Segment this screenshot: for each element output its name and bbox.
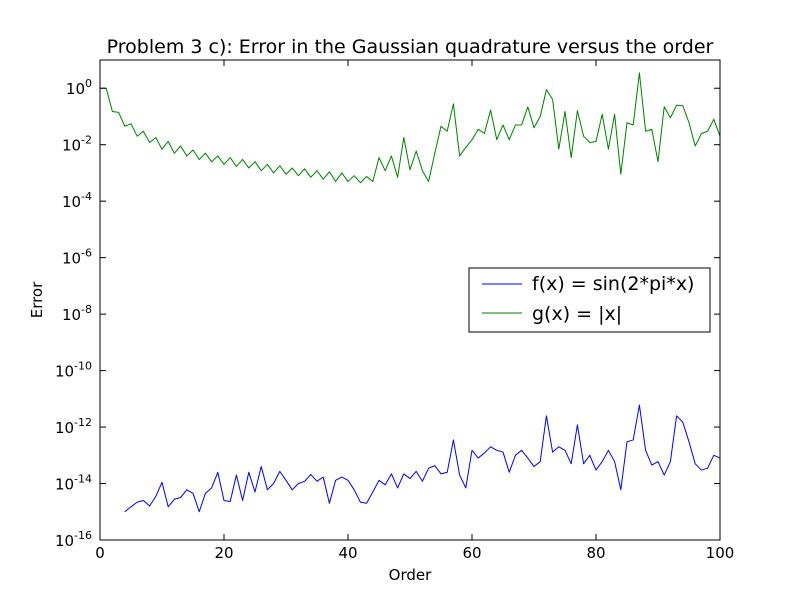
legend-label-g: g(x) = |x|: [532, 303, 622, 325]
y-tick-label: 10-12: [55, 416, 92, 437]
y-tick-label: 10-4: [62, 190, 92, 211]
x-tick-label: 0: [95, 544, 105, 562]
series-line-0: [124, 404, 721, 513]
legend-frame: [468, 267, 711, 333]
y-axis-label: Error: [28, 281, 46, 318]
x-tick-labels: 0 20 40 60 80 100: [95, 544, 734, 562]
y-tick-label: 10-10: [55, 360, 92, 381]
series-line-1: [100, 72, 721, 184]
x-tick-label: 100: [706, 544, 735, 562]
series-lines: [100, 72, 721, 513]
x-tick-label: 80: [586, 544, 605, 562]
legend-label-f: f(x) = sin(2*pi*x): [532, 273, 694, 295]
x-tick-label: 20: [214, 544, 233, 562]
axis-ticks: [99, 60, 721, 541]
y-tick-labels: 100 10-2 10-4 10-6 10-8 10-10 10-12 10-14 10-16: [55, 77, 92, 550]
x-axis-label: Order: [389, 566, 432, 584]
y-tick-label: 10-2: [62, 134, 92, 155]
y-tick-label: 10-6: [62, 247, 92, 268]
x-tick-label: 60: [462, 544, 481, 562]
y-tick-label: 10-16: [55, 529, 92, 550]
chart-title: Problem 3 c): Error in the Gaussian quad…: [107, 36, 714, 58]
y-tick-label: 10-8: [62, 303, 92, 324]
plot-frame: [99, 59, 721, 541]
y-tick-label: 100: [66, 77, 92, 98]
x-tick-label: 40: [338, 544, 357, 562]
y-tick-label: 10-14: [55, 473, 92, 494]
legend: f(x) = sin(2*pi*x) g(x) = |x|: [468, 267, 711, 333]
